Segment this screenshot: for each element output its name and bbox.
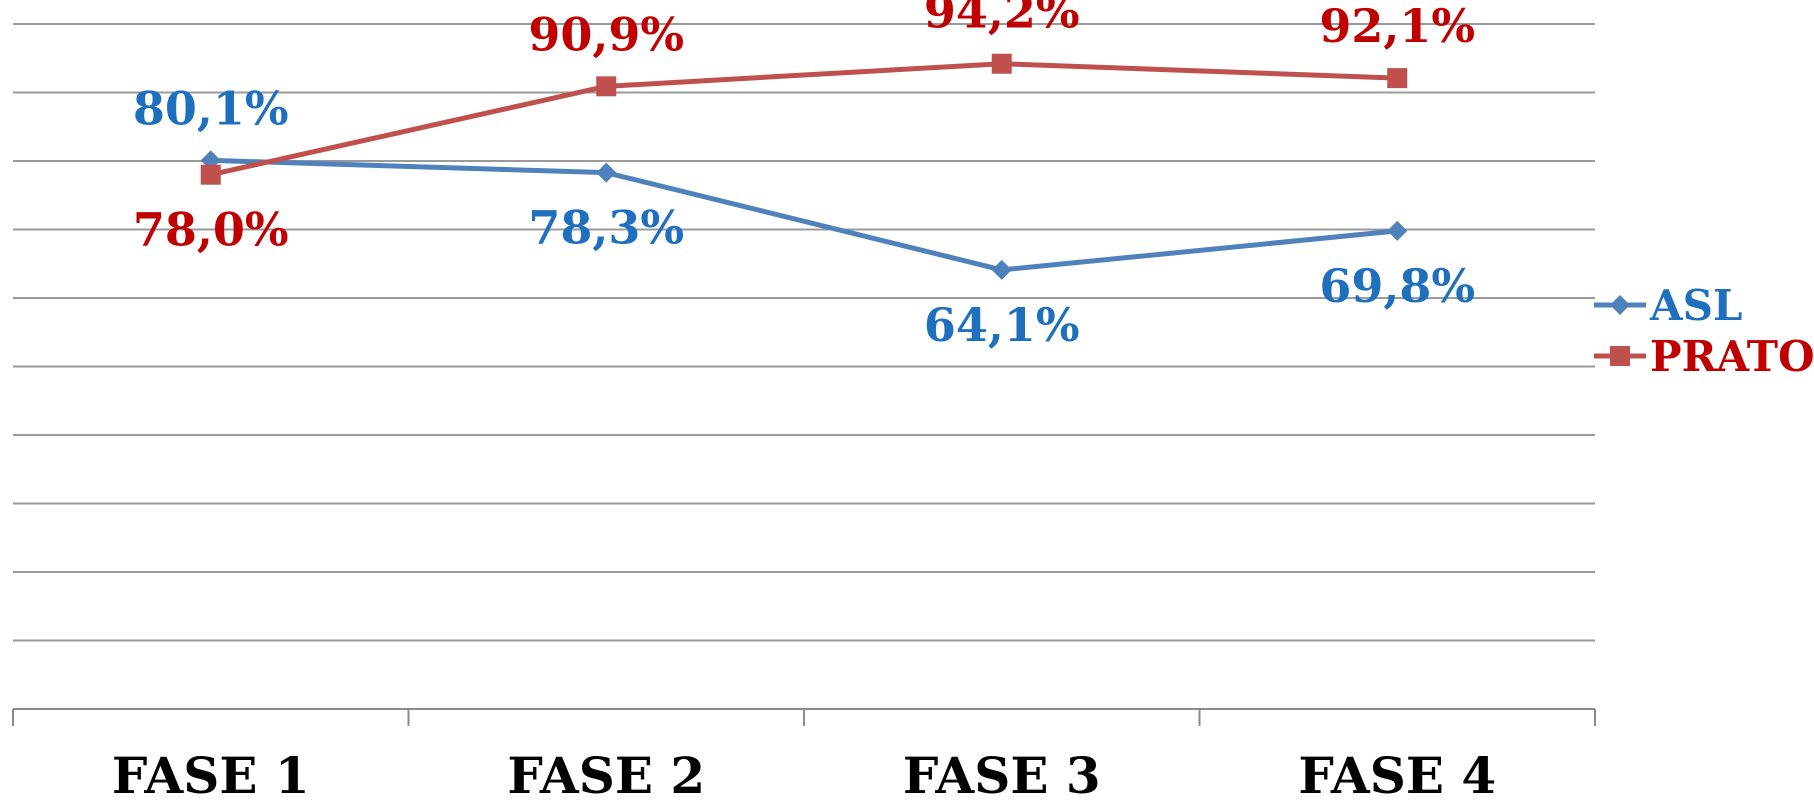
legend-label-asl: ASL [1649,281,1742,330]
series-prato [200,53,1408,185]
x-tick-label: FASE 3 [903,746,1101,805]
x-tick-label: FASE 2 [507,746,705,805]
data-label-asl: 64,1% [924,298,1080,352]
gridlines [13,23,1595,642]
data-point-prato [200,164,221,185]
legend-marker-asl [1610,295,1630,315]
data-label-prato: 94,2% [924,0,1080,39]
x-tick-label: FASE 1 [112,746,310,805]
data-point-prato [991,53,1012,74]
legend-label-prato: PRATO [1650,332,1814,381]
data-point-prato [596,76,617,97]
data-point-asl [596,162,617,183]
legend-marker-prato [1610,346,1630,366]
x-axis: FASE 1 FASE 2 FASE 3 FASE 4 [12,708,1596,805]
data-label-prato: 90,9% [528,7,684,61]
x-tick-label: FASE 4 [1298,746,1496,805]
legend-item-prato: PRATO [1594,332,1814,381]
data-point-asl [991,259,1012,280]
data-label-asl: 80,1% [133,81,289,135]
data-point-prato [1387,68,1408,89]
series-line-asl [210,157,1398,273]
data-point-asl [1387,220,1408,241]
data-label-asl: 78,3% [528,201,684,255]
data-label-prato: 78,0% [133,203,289,257]
data-labels: 80,1% 78,0% 78,3% 90,9% 64,1% 94,2% 69,8% 92,1% [133,0,1475,352]
data-label-prato: 92,1% [1319,0,1475,53]
data-label-asl: 69,8% [1319,259,1475,313]
series-group [200,53,1408,280]
legend-item-asl: ASL [1594,281,1742,330]
series-line-prato [210,61,1398,178]
series-asl [200,150,1408,280]
